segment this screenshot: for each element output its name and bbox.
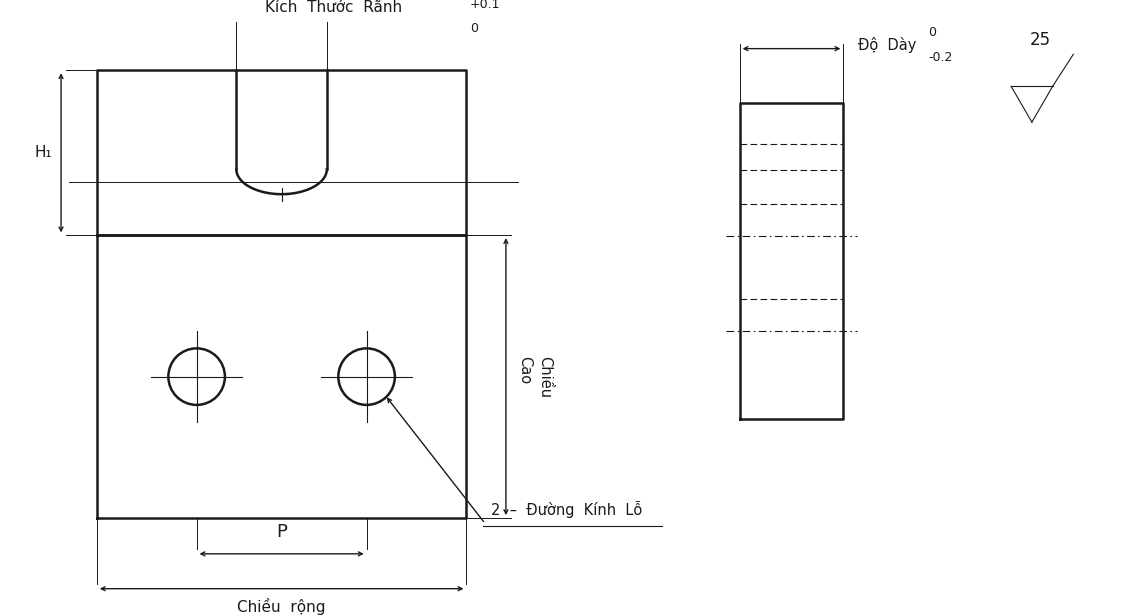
Text: +0.1: +0.1 (470, 0, 501, 11)
Text: 0: 0 (470, 22, 478, 35)
Text: -0.2: -0.2 (928, 51, 953, 63)
Text: H₁: H₁ (34, 145, 51, 160)
Text: Chiều
Cao: Chiều Cao (517, 355, 552, 398)
Text: 0: 0 (928, 26, 937, 39)
Text: P: P (276, 522, 288, 541)
Text: Độ  Dày: Độ Dày (858, 37, 916, 53)
Text: Chiều  rộng: Chiều rộng (237, 598, 326, 615)
Text: 25: 25 (1029, 31, 1051, 49)
Text: Kích  Thước  Rãnh: Kích Thước Rãnh (265, 0, 402, 15)
Text: 2  –  Đường  Kính  Lỗ: 2 – Đường Kính Lỗ (491, 501, 642, 518)
